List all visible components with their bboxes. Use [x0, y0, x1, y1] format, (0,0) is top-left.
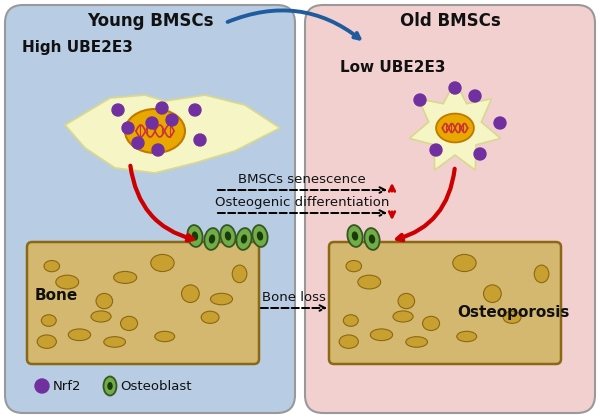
Ellipse shape	[398, 293, 415, 309]
FancyBboxPatch shape	[5, 5, 295, 413]
Circle shape	[449, 82, 461, 94]
Ellipse shape	[236, 228, 251, 250]
Circle shape	[156, 102, 168, 114]
Text: Osteoblast: Osteoblast	[120, 380, 191, 393]
Ellipse shape	[211, 293, 233, 305]
Ellipse shape	[253, 225, 268, 247]
Ellipse shape	[393, 311, 413, 322]
Ellipse shape	[91, 311, 111, 322]
Circle shape	[494, 117, 506, 129]
Text: Osteoporosis: Osteoporosis	[458, 306, 570, 321]
Polygon shape	[409, 81, 500, 170]
FancyBboxPatch shape	[27, 242, 259, 364]
Circle shape	[122, 122, 134, 134]
Ellipse shape	[107, 382, 113, 390]
Ellipse shape	[422, 316, 440, 331]
Text: Osteogenic differentiation: Osteogenic differentiation	[215, 196, 389, 209]
Ellipse shape	[347, 225, 362, 247]
Ellipse shape	[241, 234, 247, 244]
Ellipse shape	[192, 232, 198, 241]
Circle shape	[474, 148, 486, 160]
Circle shape	[469, 90, 481, 102]
Ellipse shape	[187, 225, 203, 247]
Text: Bone: Bone	[35, 288, 78, 303]
Ellipse shape	[257, 232, 263, 241]
Text: BMSCs senescence: BMSCs senescence	[238, 173, 366, 186]
FancyBboxPatch shape	[329, 242, 561, 364]
Ellipse shape	[534, 265, 549, 283]
Ellipse shape	[232, 265, 247, 283]
Circle shape	[132, 137, 144, 149]
Text: Bone loss: Bone loss	[262, 291, 326, 304]
Ellipse shape	[503, 311, 521, 324]
Ellipse shape	[37, 335, 56, 348]
Ellipse shape	[339, 335, 358, 348]
Ellipse shape	[370, 329, 392, 341]
Circle shape	[112, 104, 124, 116]
Ellipse shape	[56, 275, 79, 289]
Ellipse shape	[484, 285, 501, 303]
Ellipse shape	[104, 336, 125, 347]
Text: Young BMSCs: Young BMSCs	[87, 12, 213, 30]
Ellipse shape	[453, 255, 476, 272]
Ellipse shape	[44, 260, 59, 272]
Text: Low UBE2E3: Low UBE2E3	[340, 60, 445, 75]
Ellipse shape	[96, 293, 113, 309]
Polygon shape	[65, 95, 280, 173]
Circle shape	[430, 144, 442, 156]
Circle shape	[414, 94, 426, 106]
Ellipse shape	[457, 331, 476, 342]
Ellipse shape	[41, 315, 56, 326]
Circle shape	[152, 144, 164, 156]
Ellipse shape	[201, 311, 219, 324]
Circle shape	[194, 134, 206, 146]
Ellipse shape	[125, 109, 185, 153]
Ellipse shape	[364, 228, 380, 250]
Ellipse shape	[205, 228, 220, 250]
Ellipse shape	[352, 232, 358, 241]
Ellipse shape	[121, 316, 137, 331]
Ellipse shape	[346, 260, 362, 272]
Ellipse shape	[113, 271, 137, 283]
Text: High UBE2E3: High UBE2E3	[22, 40, 133, 55]
Ellipse shape	[369, 234, 375, 244]
Ellipse shape	[358, 275, 380, 289]
Ellipse shape	[155, 331, 175, 342]
Ellipse shape	[68, 329, 91, 341]
Circle shape	[35, 379, 49, 393]
Ellipse shape	[104, 377, 116, 395]
Ellipse shape	[343, 315, 358, 326]
Ellipse shape	[182, 285, 199, 303]
Circle shape	[146, 117, 158, 129]
Ellipse shape	[436, 114, 474, 143]
Ellipse shape	[225, 232, 231, 241]
Ellipse shape	[209, 234, 215, 244]
Circle shape	[166, 114, 178, 126]
Ellipse shape	[220, 225, 236, 247]
FancyBboxPatch shape	[305, 5, 595, 413]
Ellipse shape	[406, 336, 428, 347]
Text: Old BMSCs: Old BMSCs	[400, 12, 500, 30]
Text: Nrf2: Nrf2	[53, 380, 82, 393]
Ellipse shape	[151, 255, 174, 272]
Circle shape	[189, 104, 201, 116]
